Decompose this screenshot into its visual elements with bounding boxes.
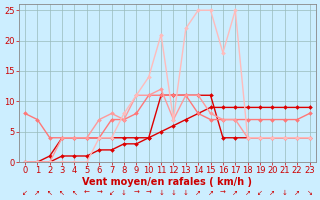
X-axis label: Vent moyen/en rafales ( km/h ): Vent moyen/en rafales ( km/h ) [82,177,252,187]
